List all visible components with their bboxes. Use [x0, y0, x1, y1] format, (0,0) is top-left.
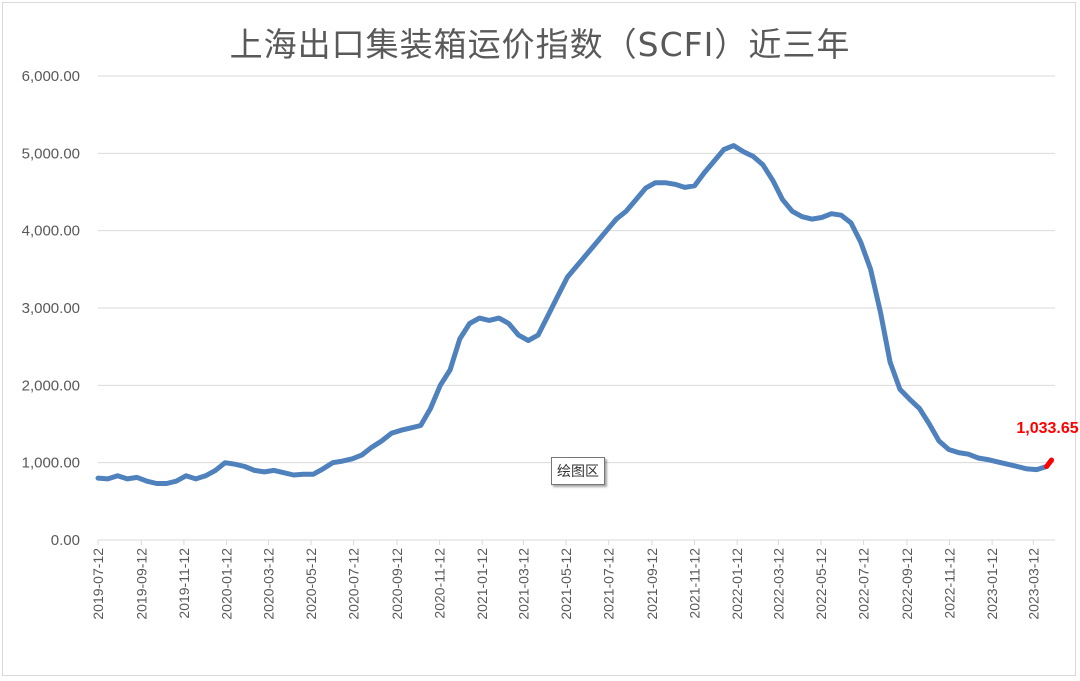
x-tick-label: 2021-11-12	[687, 548, 703, 619]
x-tick-label: 2019-07-12	[90, 548, 106, 620]
y-tick-label: 0.00	[51, 532, 80, 549]
y-tick-label: 3,000.00	[22, 300, 80, 317]
plot-area-tooltip: 绘图区	[551, 457, 605, 485]
latest-value-label: 1,033.65	[1016, 420, 1078, 437]
series-line[interactable]	[95, 143, 1054, 486]
chart-title: 上海出口集装箱运价指数（SCFI）近三年	[229, 25, 851, 64]
x-tick-label: 2021-09-12	[644, 548, 660, 620]
x-tick-label: 2022-07-12	[856, 548, 872, 620]
x-tick-label: 2019-09-12	[133, 548, 149, 620]
x-tick-label: 2021-05-12	[558, 548, 574, 620]
x-tick-label: 2020-05-12	[303, 548, 319, 620]
x-tick-label: 2022-09-12	[899, 548, 915, 620]
gridlines	[98, 75, 1055, 541]
x-axis-ticks: 2019-07-12 2019-09-12 2019-11-12 2020-01-12…	[90, 540, 1041, 620]
latest-point-highlight[interactable]	[1044, 457, 1054, 469]
x-tick-label: 2019-11-12	[176, 548, 192, 619]
y-tick-label: 6,000.00	[22, 68, 80, 85]
x-tick-label: 2021-03-12	[515, 548, 531, 620]
x-tick-label: 2023-03-12	[1025, 548, 1041, 620]
y-tick-label: 5,000.00	[22, 145, 80, 162]
x-tick-label: 2020-01-12	[219, 548, 235, 620]
x-tick-label: 2020-11-12	[432, 548, 448, 619]
y-tick-label: 2,000.00	[22, 377, 80, 394]
x-tick-label: 2022-11-12	[942, 548, 958, 619]
x-tick-label: 2021-01-12	[474, 548, 490, 620]
x-tick-label: 2020-07-12	[346, 548, 362, 620]
x-tick-label: 2022-05-12	[813, 548, 829, 620]
x-tick-label: 2022-01-12	[729, 548, 745, 620]
x-tick-label: 2023-01-12	[984, 548, 1000, 620]
x-tick-label: 2022-03-12	[770, 548, 786, 620]
series-layer	[95, 143, 1054, 486]
y-tick-label: 1,000.00	[22, 455, 80, 472]
x-tick-label: 2020-09-12	[389, 548, 405, 620]
annotation-layer: 1,033.65	[1016, 420, 1078, 437]
x-tick-label: 2021-07-12	[601, 548, 617, 620]
x-tick-label: 2020-03-12	[260, 548, 276, 620]
y-tick-label: 4,000.00	[22, 223, 80, 240]
y-axis-ticks: 0.00 1,000.00 2,000.00 3,000.00 4,000.00 5,00…	[22, 68, 80, 549]
